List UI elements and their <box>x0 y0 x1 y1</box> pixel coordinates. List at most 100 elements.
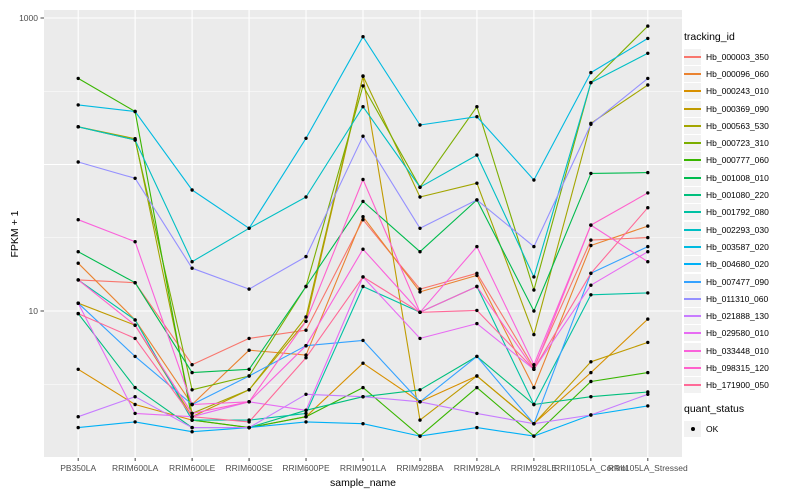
legend-entry: Hb_000777_060 <box>684 152 798 169</box>
data-point <box>418 310 422 314</box>
data-point <box>247 348 251 352</box>
series-color-line-icon <box>684 366 701 369</box>
data-point <box>76 367 80 371</box>
data-point <box>190 411 194 416</box>
x-tick-label: RRII105LA_Stressed <box>608 463 688 473</box>
data-point <box>361 177 365 182</box>
y-axis-title: FPKM + 1 <box>9 210 21 258</box>
x-tick-label: PB350LA <box>60 463 96 473</box>
data-point <box>304 411 308 416</box>
legend-entries: Hb_000003_350 Hb_000096_060 Hb_000243_010 H… <box>684 48 798 394</box>
data-point <box>532 275 536 279</box>
legend-entry: Hb_029580_010 <box>684 325 798 342</box>
data-point <box>646 191 650 195</box>
data-point <box>646 206 650 210</box>
legend-entry: Hb_171900_050 <box>684 377 798 394</box>
data-point <box>475 273 479 278</box>
data-point <box>475 198 479 202</box>
legend-key-swatch <box>684 273 701 290</box>
data-point <box>133 240 137 244</box>
data-point <box>589 80 593 85</box>
data-point <box>418 250 422 254</box>
legend-entry: Hb_000003_350 <box>684 48 798 65</box>
legend-key-swatch <box>684 48 701 65</box>
data-point <box>76 261 80 265</box>
data-point <box>589 283 593 287</box>
legend-key-swatch <box>684 204 701 221</box>
legend-entry-label: Hb_000563_530 <box>706 120 769 131</box>
legend-title-quant-status: quant_status <box>684 402 745 415</box>
x-axis-title: sample_name <box>330 477 396 489</box>
data-point <box>532 363 536 367</box>
data-point <box>646 392 650 396</box>
data-point <box>418 388 422 392</box>
legend-key-swatch <box>684 187 701 204</box>
legend-key-swatch <box>684 290 701 307</box>
data-point <box>589 395 593 399</box>
data-point <box>475 411 479 416</box>
data-point <box>190 430 194 434</box>
x-tick-label: RRIM600SE <box>225 463 273 473</box>
data-point <box>418 434 422 438</box>
legend-key-swatch <box>684 342 701 359</box>
data-point <box>646 76 650 81</box>
data-point <box>418 418 422 422</box>
data-point <box>76 125 80 129</box>
legend-entry-label: Hb_098315_120 <box>706 362 769 373</box>
data-point <box>76 76 80 81</box>
data-point <box>76 218 80 222</box>
data-point <box>475 308 479 313</box>
data-point <box>247 367 251 371</box>
data-point <box>361 275 365 279</box>
data-point <box>361 84 365 88</box>
series-color-line-icon <box>684 332 701 335</box>
legend-entry: Hb_002293_030 <box>684 221 798 238</box>
data-point <box>646 250 650 254</box>
data-point <box>133 336 137 341</box>
data-point <box>76 278 80 282</box>
data-point <box>361 247 365 251</box>
series-color-line-icon <box>684 194 701 197</box>
data-point <box>532 288 536 292</box>
x-tick-label: RRIM928LA <box>454 463 501 473</box>
data-point <box>475 321 479 326</box>
data-point <box>304 195 308 199</box>
data-point <box>589 171 593 176</box>
x-tick-label: RRIM600LA <box>112 463 159 473</box>
data-point <box>589 379 593 384</box>
legend-key-swatch <box>684 83 701 100</box>
series-color-line-icon <box>684 72 701 75</box>
series-color-line-icon <box>684 384 701 387</box>
data-point <box>532 332 536 337</box>
data-point <box>304 415 308 419</box>
legend-key-swatch <box>684 359 701 376</box>
legend-title-tracking-id: tracking_id <box>684 31 735 43</box>
series-color-line-icon <box>684 297 701 300</box>
legend-entry-label: Hb_011310_060 <box>706 293 769 304</box>
data-point <box>532 385 536 390</box>
data-point <box>418 400 422 404</box>
data-point <box>361 35 365 39</box>
data-point <box>304 284 308 289</box>
data-point <box>361 74 365 78</box>
data-point <box>475 244 479 249</box>
data-point <box>475 385 479 390</box>
data-point <box>589 122 593 127</box>
data-point <box>190 402 194 407</box>
x-tick-label: RRIM901LA <box>340 463 387 473</box>
data-point <box>361 395 365 399</box>
data-point <box>190 260 194 264</box>
legend: tracking_id Hb_000003_350 Hb_000096_060 Hb… <box>684 30 798 437</box>
data-point <box>133 318 137 322</box>
data-point <box>304 328 308 332</box>
data-point <box>361 105 365 109</box>
data-point <box>589 70 593 75</box>
legend-entry: Hb_003587_020 <box>684 238 798 255</box>
legend-key-swatch <box>684 100 701 117</box>
legend-entry: Hb_000723_310 <box>684 134 798 152</box>
legend-entry: Hb_021888_130 <box>684 307 798 325</box>
legend-entry-label: Hb_000096_060 <box>706 68 769 79</box>
data-point <box>76 415 80 419</box>
